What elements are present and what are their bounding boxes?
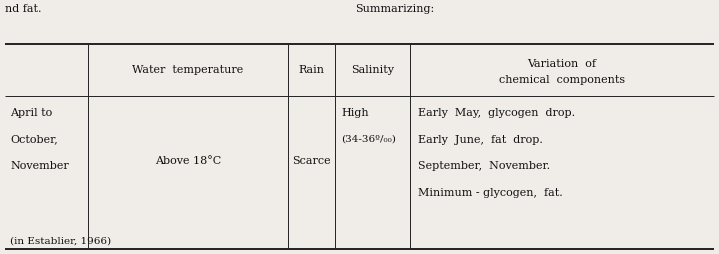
Text: Water  temperature: Water temperature xyxy=(132,65,244,75)
Text: Summarizing:: Summarizing: xyxy=(355,4,434,14)
Text: Scarce: Scarce xyxy=(292,155,331,166)
Text: Variation  of: Variation of xyxy=(528,59,597,69)
Text: (in Establier, 1966): (in Establier, 1966) xyxy=(10,237,111,246)
Text: Early  June,  fat  drop.: Early June, fat drop. xyxy=(418,135,543,145)
Text: Early  May,  glycogen  drop.: Early May, glycogen drop. xyxy=(418,108,575,118)
Text: November: November xyxy=(10,161,69,171)
Text: September,  November.: September, November. xyxy=(418,161,550,171)
Text: (34-36º/₀₀): (34-36º/₀₀) xyxy=(341,135,396,144)
Text: Minimum - glycogen,  fat.: Minimum - glycogen, fat. xyxy=(418,187,563,198)
Text: High: High xyxy=(341,108,369,118)
Text: October,: October, xyxy=(10,135,58,145)
Text: Above 18°C: Above 18°C xyxy=(155,155,221,166)
Text: April to: April to xyxy=(10,108,52,118)
Text: Salinity: Salinity xyxy=(351,65,394,75)
Text: Rain: Rain xyxy=(298,65,324,75)
Text: nd fat.: nd fat. xyxy=(5,4,42,14)
Text: chemical  components: chemical components xyxy=(499,75,625,85)
